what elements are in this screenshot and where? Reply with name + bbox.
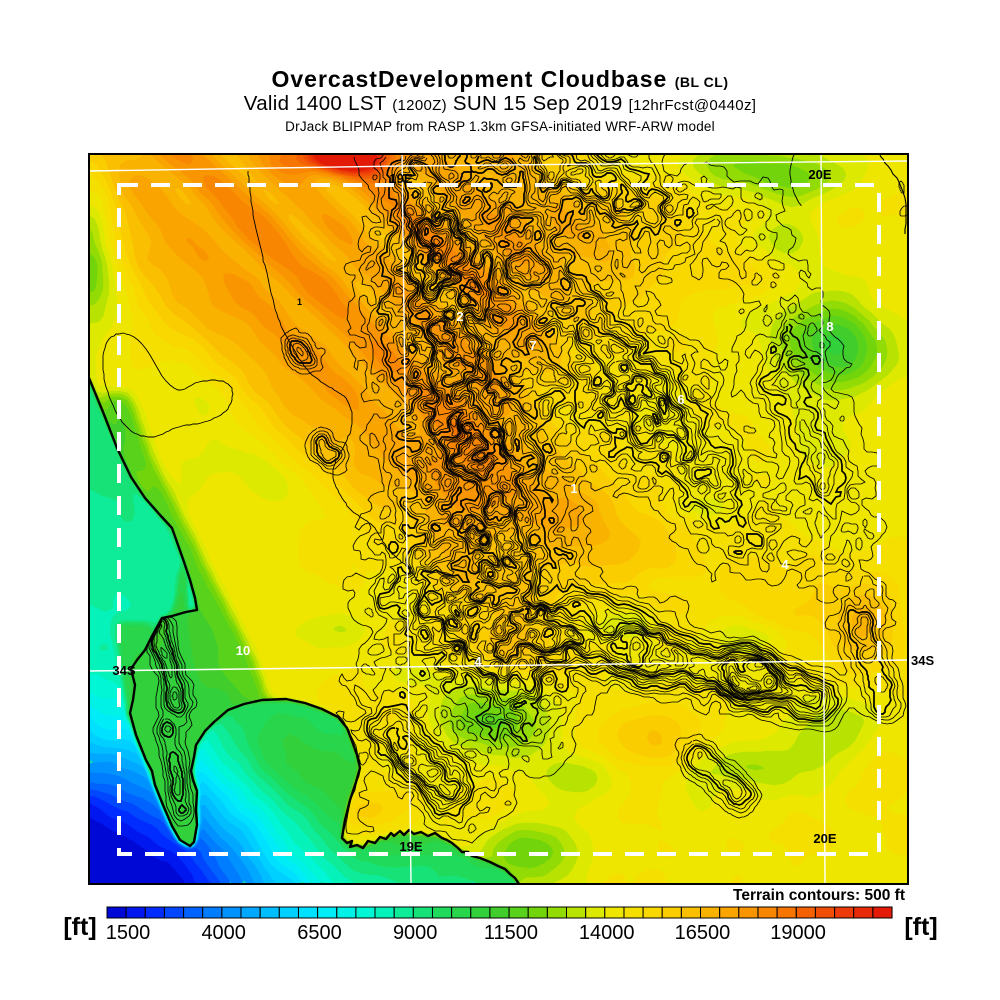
- svg-text:8: 8: [826, 319, 833, 334]
- svg-text:1: 1: [297, 297, 302, 307]
- svg-text:6: 6: [677, 392, 684, 407]
- svg-text:1: 1: [570, 481, 577, 496]
- svg-text:20E: 20E: [808, 167, 831, 182]
- svg-text:19E: 19E: [399, 839, 422, 854]
- svg-text:2: 2: [456, 309, 463, 324]
- svg-text:[ft]: [ft]: [63, 913, 96, 941]
- svg-text:7: 7: [529, 338, 536, 353]
- svg-text:19E: 19E: [389, 171, 412, 186]
- svg-text:1500: 1500: [106, 922, 151, 944]
- svg-text:4: 4: [474, 654, 482, 669]
- svg-text:20E: 20E: [813, 831, 836, 846]
- svg-text:10: 10: [236, 643, 250, 658]
- svg-text:4: 4: [781, 557, 789, 572]
- svg-text:16500: 16500: [675, 922, 731, 944]
- svg-text:14000: 14000: [579, 922, 635, 944]
- svg-text:[ft]: [ft]: [904, 913, 937, 941]
- svg-text:34S: 34S: [112, 663, 135, 678]
- svg-text:19000: 19000: [770, 922, 826, 944]
- svg-text:4000: 4000: [201, 922, 246, 944]
- svg-text:9000: 9000: [393, 922, 438, 944]
- svg-text:6500: 6500: [297, 922, 342, 944]
- svg-text:11500: 11500: [484, 922, 538, 944]
